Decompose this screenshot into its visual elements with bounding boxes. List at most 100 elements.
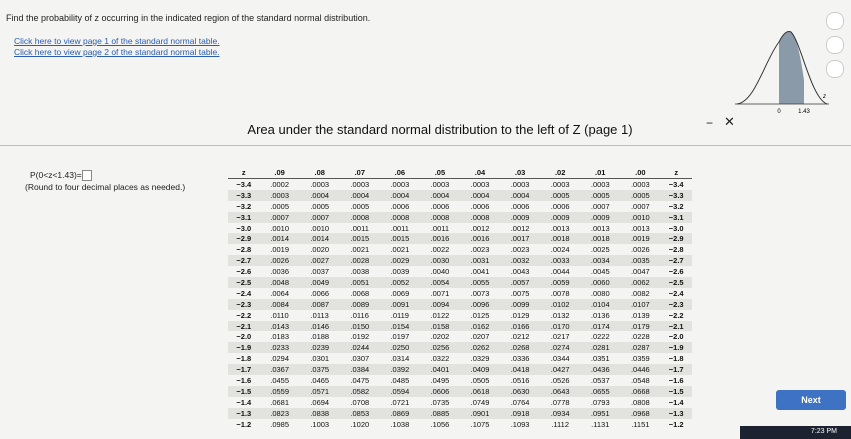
value-cell: .0158 — [419, 320, 460, 332]
value-cell: .1075 — [470, 419, 490, 429]
value-cell: .0918 — [500, 407, 541, 419]
value-cell: .0049 — [299, 277, 340, 288]
value-cell: .0011 — [390, 223, 409, 233]
value-cell: .0708 — [350, 397, 370, 407]
minimize-button[interactable]: − — [706, 116, 714, 130]
answer-box[interactable] — [81, 170, 92, 182]
value-cell: .0367 — [259, 364, 300, 376]
z-cell: −2.3 — [660, 298, 692, 310]
zoom-icon[interactable] — [826, 36, 844, 54]
z-cell: −2.2 — [668, 310, 684, 320]
z-cell: −2.9 — [228, 233, 260, 245]
table-row: −1.8 .0294 .0301 .0307 .0314 .0322 .0329 .0336.… — [228, 353, 692, 364]
table-link[interactable]: Click here to view page 1 of the standar… — [14, 36, 220, 46]
z-cell: −3.4 — [236, 179, 252, 189]
value-cell: .0764 — [510, 397, 530, 407]
value-cell: .0749 — [470, 397, 490, 407]
value-cell: .0436 — [580, 364, 621, 376]
value-cell: .0018 — [580, 233, 621, 245]
value-cell: .0869 — [379, 407, 420, 419]
value-cell: .0006 — [430, 201, 450, 211]
value-cell: .0170 — [540, 320, 581, 332]
value-cell: .0485 — [390, 375, 410, 385]
value-cell: .0016 — [459, 233, 501, 245]
value-cell: .0526 — [550, 375, 570, 385]
table-link[interactable]: Click here to view page 2 of the standar… — [14, 47, 220, 57]
z-table: z .09.08.07.06.05.04.03.02.01.00 z −3.4.000… — [228, 166, 692, 429]
z-cell: −2.8 — [668, 245, 684, 255]
table-row: −3.1.0007.0007.0008.0008.0008.0008.0009.… — [228, 211, 692, 223]
table-row: −2.5.0048.0049.0051.0052.0054.0055.0057.… — [228, 277, 692, 288]
shaded-region — [779, 31, 804, 104]
value-cell: .0594 — [379, 385, 420, 397]
value-cell: .0537 — [590, 375, 610, 385]
value-cell: .0239 — [299, 342, 340, 354]
value-cell: .0026 — [630, 245, 650, 255]
value-cell: .0006 — [390, 201, 410, 211]
value-cell: .0003 — [510, 179, 530, 189]
header-cell: .06 — [379, 166, 420, 179]
value-cell: .0007 — [590, 201, 610, 211]
value-cell: .0003 — [390, 179, 410, 189]
popout-icon[interactable] — [826, 60, 844, 78]
search-icon[interactable] — [826, 12, 844, 30]
header-cell: .02 — [540, 166, 581, 179]
value-cell: .0045 — [590, 267, 610, 277]
value-cell: .0197 — [390, 332, 410, 342]
header-cell: .07 — [339, 166, 380, 179]
value-cell: .0694 — [310, 397, 330, 407]
value-cell: .0015 — [339, 233, 380, 245]
value-cell: .0059 — [540, 277, 581, 288]
value-cell: .0096 — [459, 298, 501, 310]
question: Find the probability of z occurring in t… — [6, 13, 371, 23]
value-cell: .0250 — [379, 342, 420, 354]
header-cell: z — [228, 166, 260, 179]
value-cell: .0015 — [379, 233, 420, 245]
value-cell: .0268 — [500, 342, 541, 354]
value-cell: .0025 — [590, 245, 610, 255]
value-cell: .0901 — [459, 407, 501, 419]
value-cell: .0446 — [620, 364, 661, 376]
value-cell: .0023 — [470, 245, 490, 255]
table-row: −2.8 .0019 .0020 .0021 .0021 .0022 .0023 .0023.… — [228, 244, 692, 255]
value-cell: .0069 — [390, 288, 410, 298]
value-cell: .0129 — [510, 310, 530, 320]
close-button[interactable]: ✕ — [724, 114, 735, 129]
z-cell: −3.1 — [228, 211, 260, 223]
value-cell: .0068 — [350, 288, 370, 298]
value-cell: .0002 — [270, 179, 290, 189]
table-row: −3.2 .0005 .0005 .0005 .0006 .0006 .0006 .0006.… — [228, 201, 692, 212]
z-cell: −1.8 — [236, 354, 252, 364]
value-cell: .0418 — [500, 364, 541, 376]
value-cell: .0104 — [580, 298, 621, 310]
value-cell: .0217 — [550, 332, 570, 342]
value-cell: .0427 — [540, 364, 581, 376]
z-cell: −2.3 — [228, 298, 260, 310]
table-row: −2.9.0014.0014.0015.0015.0016.0016.0017.… — [228, 233, 692, 245]
value-cell: .0004 — [459, 189, 501, 201]
z-cell: −2.9 — [660, 233, 692, 245]
z-cell: −3.4 — [668, 179, 684, 189]
value-cell: .0630 — [500, 385, 541, 397]
value-cell: .0465 — [310, 375, 330, 385]
value-cell: .0007 — [299, 211, 340, 223]
value-cell: .0003 — [550, 179, 570, 189]
value-cell: .0643 — [540, 385, 581, 397]
value-cell: .0344 — [550, 354, 570, 364]
value-cell: .0951 — [580, 407, 621, 419]
table-row: −1.3.0823.0838.0853.0869.0885.0901.0918.… — [228, 407, 692, 419]
value-cell: .0793 — [590, 397, 610, 407]
header-cell: .04 — [459, 166, 501, 179]
curve — [736, 31, 828, 105]
value-cell: .0028 — [339, 255, 380, 267]
value-cell: .0084 — [259, 298, 300, 310]
axis-label: z — [822, 94, 826, 100]
z-cell: −2.4 — [236, 288, 252, 298]
table-row: −2.7.0026.0027.0028.0029.0030.0031.0032.… — [228, 255, 692, 267]
value-cell: .0113 — [310, 310, 329, 320]
value-cell: .0392 — [379, 364, 420, 376]
prompt: P(0<z<1.43)= — [30, 170, 92, 182]
value-cell: .0005 — [620, 189, 661, 201]
value-cell: .0139 — [630, 310, 650, 320]
next-button[interactable]: Next — [776, 390, 846, 410]
